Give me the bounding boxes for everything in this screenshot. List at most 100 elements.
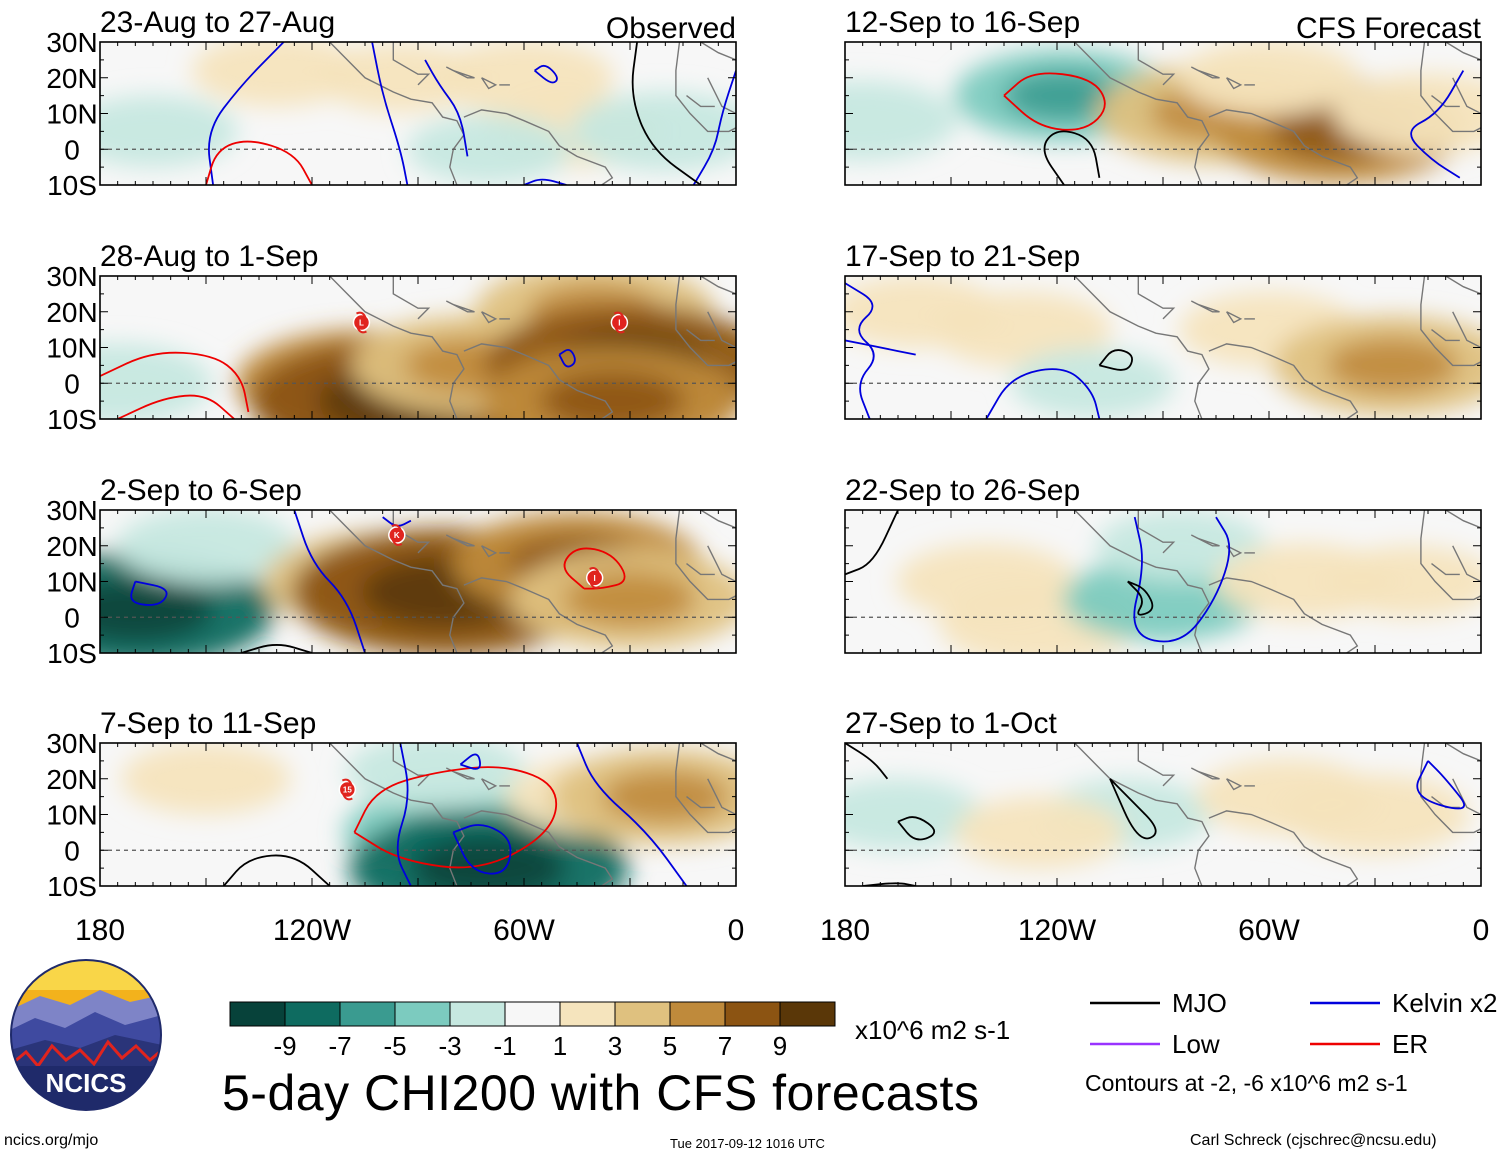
colorbar-tick-label: -7 [328, 1031, 351, 1061]
y-tick-label: 10S [47, 638, 97, 669]
anomaly-field [100, 510, 736, 653]
anomaly-blob [1179, 42, 1359, 116]
contour-kelvin [1416, 760, 1465, 810]
legend-label-mjo: MJO [1172, 988, 1227, 1018]
footer-site-link[interactable]: ncics.org/mjo [4, 1132, 99, 1149]
coastline [481, 545, 498, 558]
contours [1003, 70, 1465, 185]
coastline [481, 311, 498, 324]
coastline [392, 510, 431, 554]
panel-title: 2-Sep to 6-Sep [100, 474, 302, 507]
contour-mjo [223, 854, 331, 886]
anomaly-blob [845, 80, 958, 161]
colorbar-tick-label: -5 [383, 1031, 406, 1061]
coastline [1431, 95, 1460, 108]
anomaly-blob [931, 291, 1112, 368]
contour-kelvin [692, 70, 736, 185]
coastline [1431, 329, 1460, 342]
coastline [1420, 276, 1481, 367]
anomaly-blob [318, 42, 483, 113]
colorbar-swatch [229, 1001, 286, 1027]
y-tick-label: 0 [64, 134, 80, 165]
coastline [686, 563, 715, 576]
anomaly-field [845, 758, 1470, 869]
storm-label: I [594, 574, 596, 583]
anomaly-core [1003, 70, 1125, 121]
storm-marker: L [352, 311, 371, 334]
coastline [1420, 743, 1481, 834]
coastline [1445, 276, 1481, 295]
y-tick-label: 30N [46, 728, 97, 759]
contour-er [117, 394, 235, 419]
anomaly-blob [345, 743, 526, 810]
coastline [1190, 534, 1220, 547]
storm-marker: I [585, 567, 604, 589]
contour-er [563, 547, 626, 590]
coastline [1190, 300, 1220, 313]
coastline [1452, 545, 1481, 583]
colorbar-swatch [449, 1001, 506, 1027]
contour-kelvin [576, 743, 688, 886]
coastline [1137, 743, 1176, 787]
coastline [686, 329, 715, 342]
anomaly-core [540, 371, 684, 419]
coastline [1208, 109, 1359, 185]
colorbar-swatch [394, 1001, 451, 1027]
coastline [700, 42, 736, 61]
colorbar-tick-label: 3 [608, 1031, 622, 1061]
y-tick-label: 20N [46, 531, 97, 562]
y-tick-label: 0 [64, 602, 80, 633]
contour-kelvin [293, 510, 366, 653]
footer-timestamp: Tue 2017-09-12 1016 UTC [670, 1136, 825, 1151]
x-tick-label: 120W [1018, 914, 1097, 947]
contour-kelvin [845, 282, 875, 419]
coastline [481, 77, 498, 90]
legend-label-kelvin: Kelvin x2 [1392, 988, 1498, 1018]
anomaly-blob [1010, 348, 1175, 419]
contour-kelvin [208, 42, 285, 185]
coastline [1226, 545, 1243, 558]
anomaly-blob [845, 778, 983, 851]
coastline [445, 66, 475, 79]
legend-note: Contours at -2, -6 x10^6 m2 s-1 [1085, 1070, 1408, 1096]
map-panels: 23-Aug to 27-Aug Observed L I 28-Aug to 1-Se… [99, 6, 1482, 887]
x-tick-label: 60W [493, 914, 555, 947]
coastline [1431, 563, 1460, 576]
coastline [1420, 510, 1481, 601]
colorbar-swatch [669, 1001, 726, 1027]
anomaly-blob [121, 743, 291, 815]
coastline [707, 778, 736, 816]
panel-title: 12-Sep to 16-Sep [845, 6, 1080, 39]
colorbar-swatch [724, 1001, 781, 1027]
coastline [445, 534, 475, 547]
coastline [1137, 510, 1176, 554]
storm-label: K [394, 531, 400, 540]
panel-4: 15 7-Sep to 11-Sep [99, 707, 737, 887]
coastline [1452, 311, 1481, 349]
panel-title: 17-Sep to 21-Sep [845, 240, 1080, 273]
anomaly-blob [116, 510, 296, 584]
storm-marker: I [610, 311, 629, 334]
panel-tag: CFS Forecast [1296, 12, 1482, 45]
colorbar-swatch [339, 1001, 396, 1027]
coastline [1452, 77, 1481, 115]
coastline [700, 743, 736, 762]
contour-kelvin [1410, 70, 1465, 179]
storm-label: L [359, 318, 364, 327]
panel-7: 22-Sep to 26-Sep [844, 474, 1482, 654]
colorbar-tick-label: 9 [773, 1031, 787, 1061]
contour-mjo [845, 743, 889, 780]
colorbar-swatch [284, 1001, 341, 1027]
storm-marker: K [388, 524, 406, 546]
contour-mjo [845, 510, 899, 576]
colorbar-swatch [559, 1001, 616, 1027]
footer-author: Carl Schreck (cjschrec@ncsu.edu) [1190, 1132, 1437, 1149]
panel-5: 12-Sep to 16-Sep CFS Forecast [844, 6, 1482, 186]
coastline [463, 109, 614, 185]
anomaly-blob [1280, 774, 1470, 855]
coastline [463, 577, 614, 653]
contour-kelvin [396, 743, 412, 886]
contour-kelvin [459, 753, 481, 770]
anomaly-blob [954, 796, 1125, 869]
coastline [392, 42, 431, 86]
